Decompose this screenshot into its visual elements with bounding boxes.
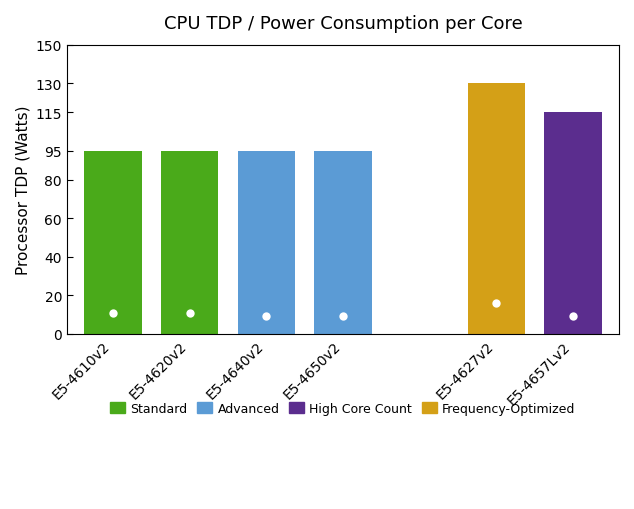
- Legend: Standard, Advanced, High Core Count, Frequency-Optimized: Standard, Advanced, High Core Count, Fre…: [105, 397, 581, 420]
- Title: CPU TDP / Power Consumption per Core: CPU TDP / Power Consumption per Core: [164, 15, 522, 33]
- Bar: [467, 84, 525, 334]
- Bar: [238, 151, 295, 334]
- Y-axis label: Processor TDP (Watts): Processor TDP (Watts): [15, 105, 30, 274]
- Bar: [314, 151, 372, 334]
- Bar: [161, 151, 218, 334]
- Bar: [544, 113, 602, 334]
- Bar: [84, 151, 141, 334]
